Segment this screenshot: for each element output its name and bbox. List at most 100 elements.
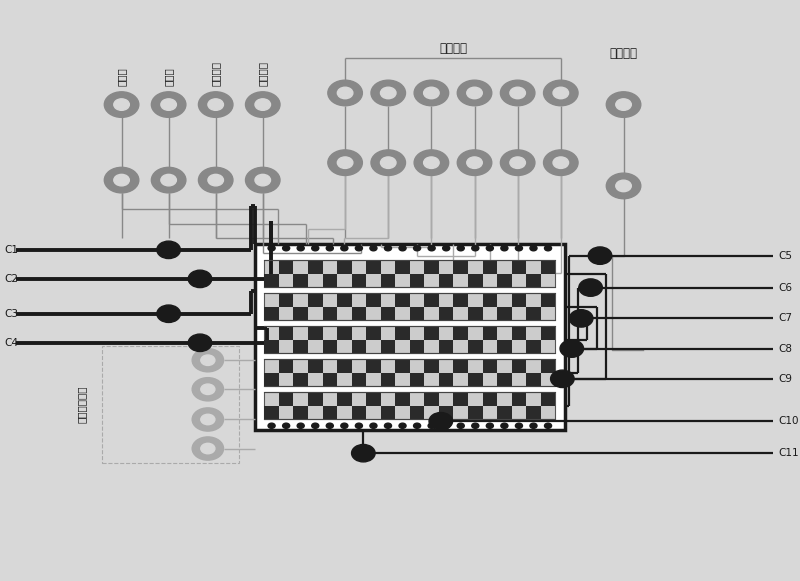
Bar	[279, 360, 294, 373]
Circle shape	[297, 423, 304, 428]
Text: C10: C10	[778, 416, 798, 426]
Bar	[102, 346, 239, 463]
Circle shape	[399, 423, 406, 428]
Circle shape	[326, 423, 334, 428]
Circle shape	[282, 246, 290, 251]
Circle shape	[501, 423, 508, 428]
Bar	[381, 274, 395, 288]
Circle shape	[328, 150, 362, 175]
Bar	[424, 327, 439, 340]
Bar	[294, 274, 308, 288]
Circle shape	[351, 444, 375, 462]
Bar	[454, 360, 468, 373]
Bar	[410, 307, 424, 321]
Bar	[482, 360, 497, 373]
Circle shape	[530, 423, 537, 428]
Bar	[352, 307, 366, 321]
Circle shape	[192, 378, 223, 401]
Bar	[279, 327, 294, 340]
Circle shape	[414, 246, 421, 251]
Circle shape	[188, 334, 212, 352]
Bar	[454, 293, 468, 307]
Circle shape	[268, 423, 275, 428]
Bar	[512, 392, 526, 406]
Circle shape	[326, 246, 334, 251]
Circle shape	[355, 423, 362, 428]
Bar	[366, 392, 381, 406]
Circle shape	[515, 423, 522, 428]
Circle shape	[530, 246, 537, 251]
Bar	[322, 406, 337, 419]
Text: C1: C1	[4, 245, 18, 255]
Circle shape	[370, 246, 377, 251]
Bar	[439, 274, 454, 288]
Bar	[410, 274, 424, 288]
Circle shape	[545, 423, 551, 428]
Circle shape	[157, 241, 180, 259]
Circle shape	[543, 80, 578, 106]
Bar	[381, 340, 395, 353]
Circle shape	[442, 246, 450, 251]
Circle shape	[151, 92, 186, 117]
Circle shape	[338, 87, 353, 99]
Circle shape	[428, 423, 435, 428]
Bar	[308, 392, 322, 406]
Bar	[482, 260, 497, 274]
Bar	[482, 392, 497, 406]
Circle shape	[208, 174, 223, 186]
Bar	[424, 260, 439, 274]
Circle shape	[381, 87, 396, 99]
Bar	[497, 373, 512, 386]
Bar	[279, 293, 294, 307]
Circle shape	[201, 355, 215, 365]
Text: C3: C3	[4, 309, 18, 319]
Bar	[308, 327, 322, 340]
Circle shape	[545, 246, 551, 251]
Circle shape	[472, 423, 479, 428]
Circle shape	[553, 87, 569, 99]
Circle shape	[341, 423, 348, 428]
Circle shape	[201, 443, 215, 454]
Circle shape	[341, 246, 348, 251]
Circle shape	[458, 246, 464, 251]
Bar	[308, 260, 322, 274]
Bar	[264, 360, 555, 386]
Bar	[454, 260, 468, 274]
Circle shape	[371, 150, 406, 175]
Bar	[468, 406, 482, 419]
Text: 洗涂液: 洗涂液	[117, 67, 126, 86]
Circle shape	[606, 92, 641, 117]
Bar	[468, 274, 482, 288]
Circle shape	[104, 92, 139, 117]
Circle shape	[543, 150, 578, 175]
Circle shape	[208, 99, 223, 110]
Bar	[381, 373, 395, 386]
Text: C2: C2	[4, 274, 18, 284]
Bar	[322, 274, 337, 288]
Circle shape	[370, 423, 377, 428]
Bar	[497, 406, 512, 419]
Text: C9: C9	[778, 374, 792, 384]
Bar	[526, 373, 541, 386]
Bar	[279, 392, 294, 406]
Circle shape	[466, 87, 482, 99]
Circle shape	[192, 408, 223, 431]
Bar	[424, 360, 439, 373]
Circle shape	[414, 80, 449, 106]
Bar	[255, 244, 565, 430]
Circle shape	[458, 80, 492, 106]
Circle shape	[312, 423, 318, 428]
Bar	[439, 307, 454, 321]
Bar	[410, 373, 424, 386]
Circle shape	[414, 150, 449, 175]
Circle shape	[553, 157, 569, 168]
Bar	[352, 373, 366, 386]
Bar	[352, 274, 366, 288]
Bar	[439, 340, 454, 353]
Circle shape	[246, 92, 280, 117]
Bar	[308, 360, 322, 373]
Bar	[497, 340, 512, 353]
Bar	[264, 293, 555, 321]
Circle shape	[246, 167, 280, 193]
Circle shape	[161, 99, 176, 110]
